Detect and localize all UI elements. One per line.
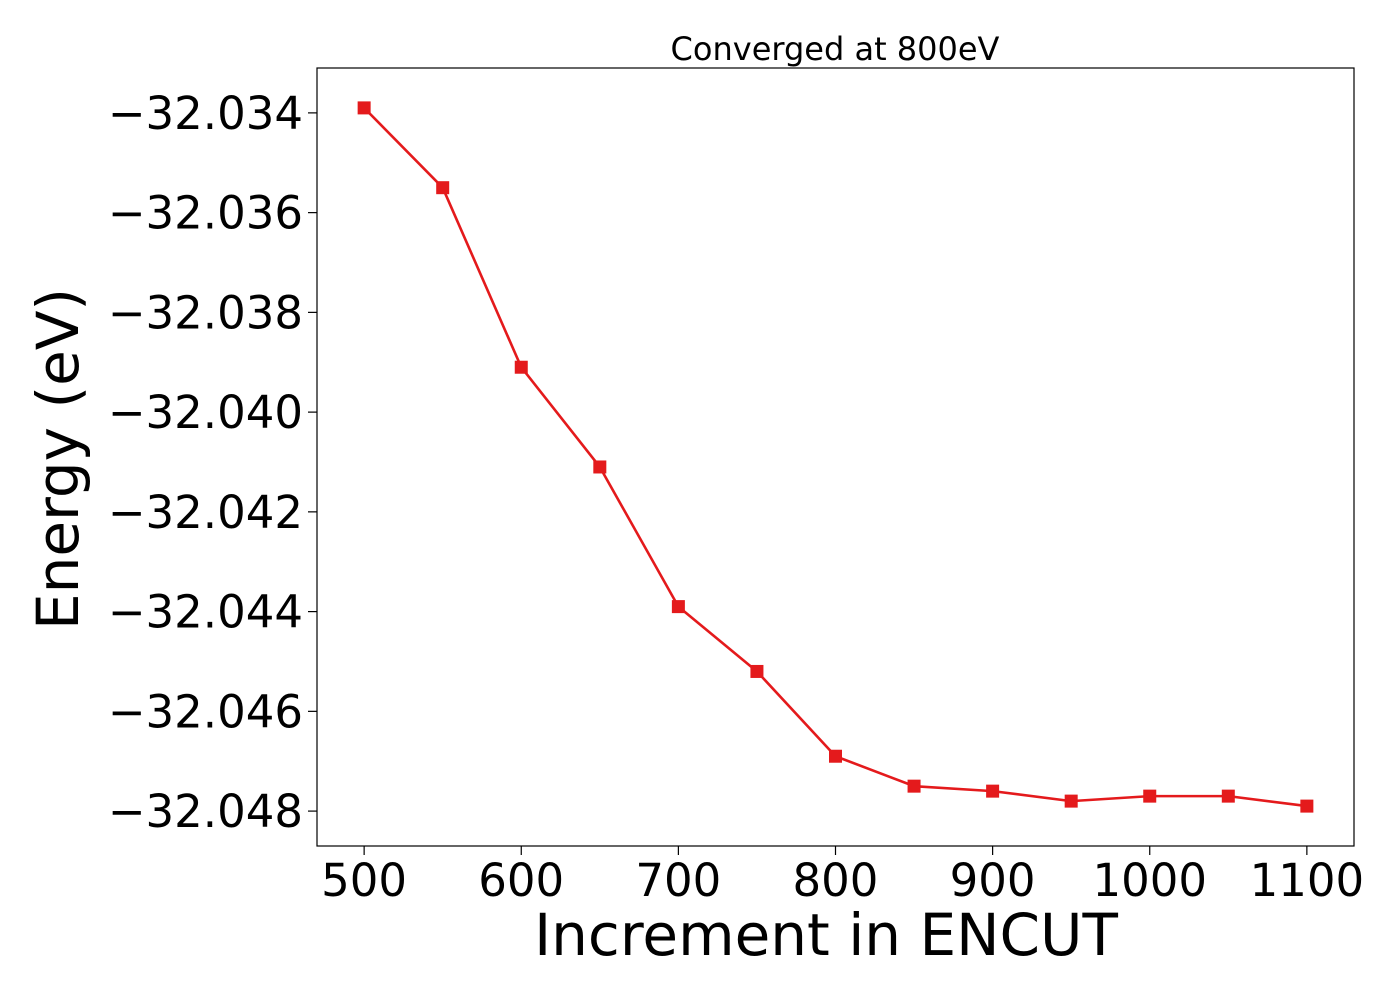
series-line <box>363 106 1308 808</box>
y-tick-label: −32.036 <box>108 187 303 240</box>
y-tick-label: −32.044 <box>108 586 303 639</box>
y-tick-label: −32.038 <box>108 286 303 339</box>
y-axis: −32.034 −32.036 −32.038 −32.040 −32.042 −32.0… <box>108 87 317 838</box>
data-point-marker <box>1064 794 1078 808</box>
y-tick-label: −32.042 <box>108 486 303 539</box>
x-tick-label: 1100 <box>1250 854 1365 907</box>
data-point-marker <box>1221 789 1235 803</box>
plot-frame <box>316 67 1355 847</box>
plot-area <box>357 101 1314 813</box>
data-point-marker <box>907 779 921 793</box>
data-point-marker <box>671 600 685 614</box>
data-point-marker <box>593 460 607 474</box>
data-point-marker <box>1300 799 1314 813</box>
data-point-marker <box>829 749 842 763</box>
x-axis: 500 600 700 800 900 1000 1100 <box>321 846 1364 907</box>
x-tick-label: 500 <box>321 854 407 907</box>
x-axis-title: Increment in ENCUT <box>534 901 1118 969</box>
y-tick-label: −32.046 <box>108 685 303 738</box>
y-tick-label: −32.048 <box>108 785 303 838</box>
data-point-marker <box>436 181 450 195</box>
x-tick-label: 1000 <box>1092 854 1207 907</box>
data-point-marker <box>986 784 1000 798</box>
data-point-marker <box>750 664 764 678</box>
y-axis-title: Energy (eV) <box>24 288 92 630</box>
data-point-marker <box>1143 789 1157 803</box>
x-tick-label: 700 <box>635 854 721 907</box>
data-point-marker <box>514 360 528 374</box>
x-tick-label: 600 <box>478 854 564 907</box>
y-tick-label: −32.034 <box>108 87 303 140</box>
data-point-marker <box>357 101 371 115</box>
y-tick-label: −32.040 <box>108 386 303 439</box>
x-tick-label: 900 <box>950 854 1036 907</box>
x-tick-label: 800 <box>793 854 879 907</box>
chart-title: Converged at 800eV <box>671 30 1000 68</box>
